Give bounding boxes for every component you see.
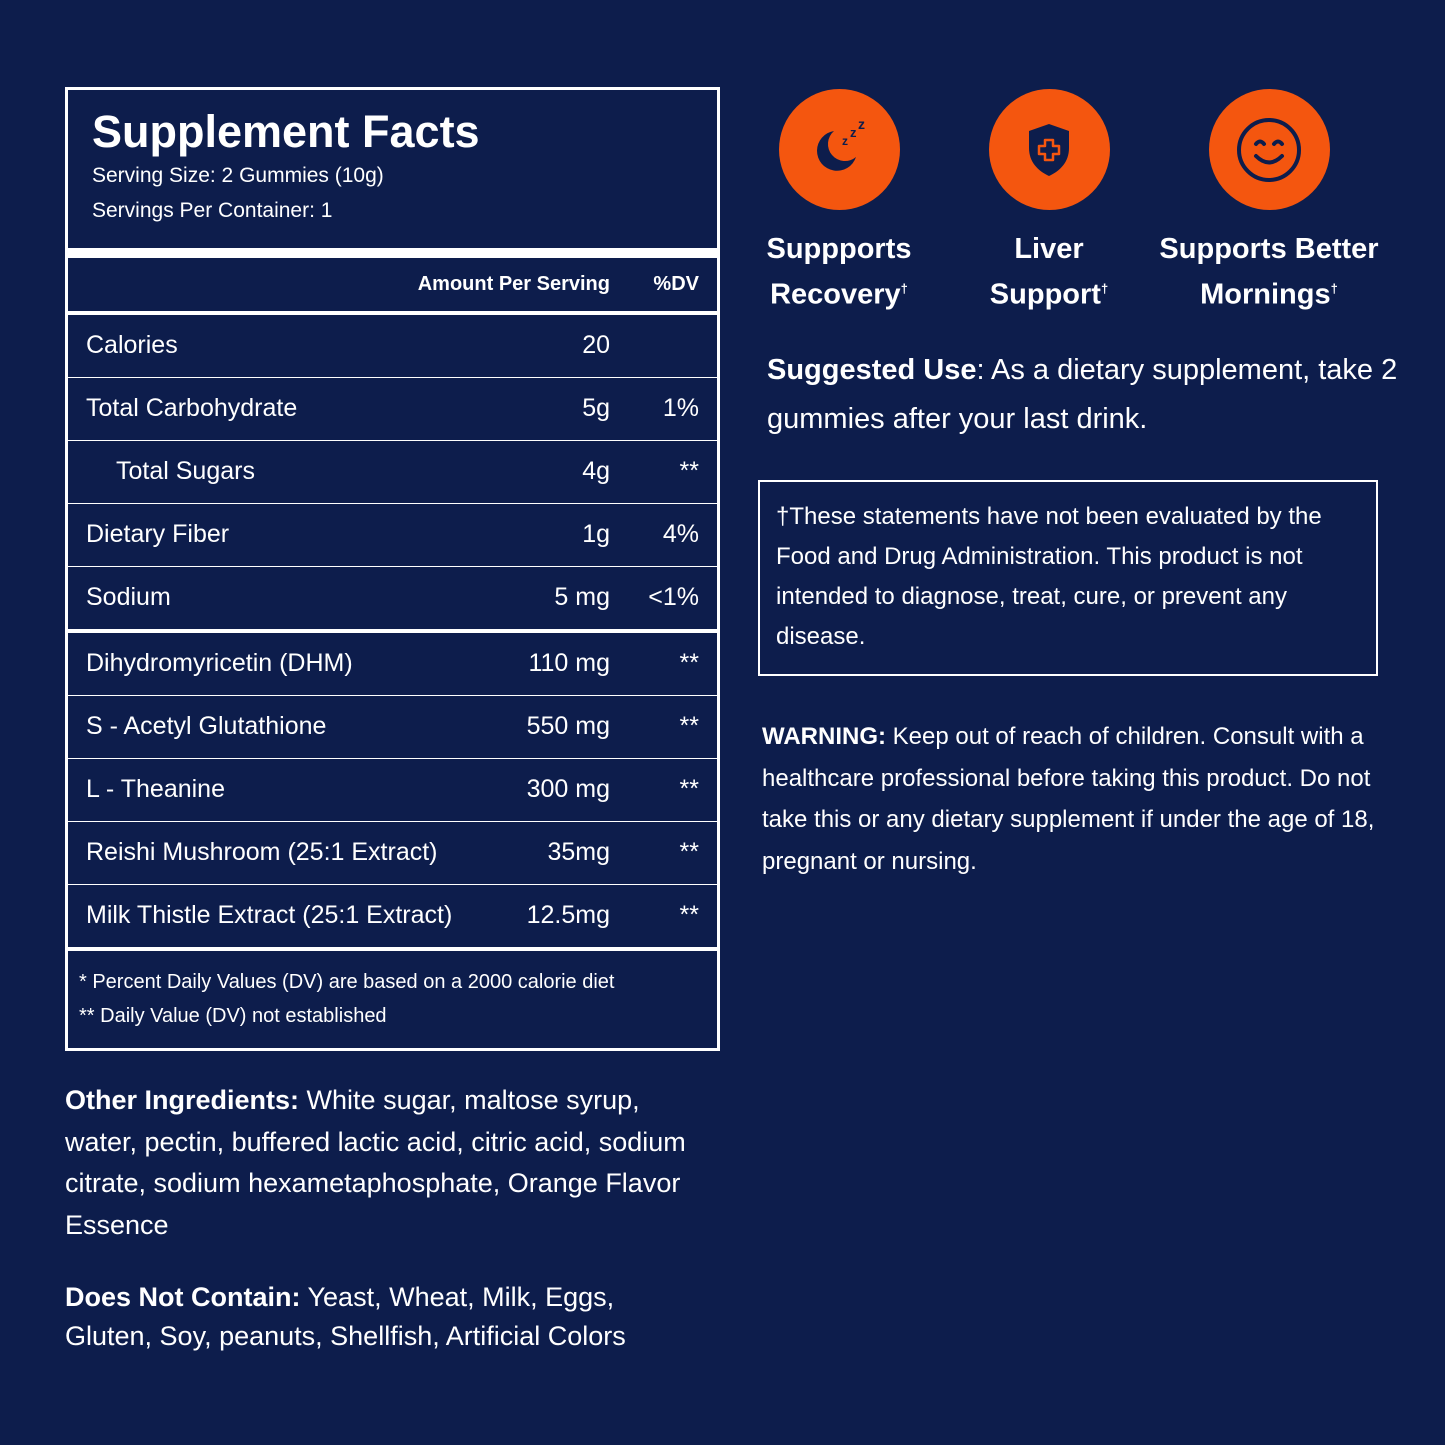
nutrient-amount: 20 [582,331,610,359]
ingredient-amount: 300 mg [526,775,610,803]
benefit-label-line: Mornings [1200,278,1331,311]
divider [68,377,717,378]
nutrient-name: Sodium [86,583,171,611]
ingredient-amount: 12.5mg [526,901,610,929]
benefit-label: Liver Support† [929,230,1169,315]
table-row: Dietary Fiber 1g 4% [68,504,717,566]
other-ingredients: Other Ingredients: White sugar, maltose … [65,1080,705,1246]
table-row: Calories 20 [68,315,717,377]
table-row: Total Carbohydrate 5g 1% [68,378,717,440]
nutrient-dv: <1% [648,583,699,611]
ingredient-dv: ** [679,712,699,740]
footnote: * Percent Daily Values (DV) are based on… [79,971,615,993]
ingredient-dv: ** [679,838,699,866]
nutrient-name: Dietary Fiber [86,520,230,548]
divider [68,440,717,441]
ingredient-dv: ** [679,775,699,803]
benefit-label-line: Supports Better [1159,233,1379,265]
percent-dv-header: %DV [653,273,699,295]
divider [68,311,717,315]
amount-per-serving-header: Amount Per Serving [417,273,610,295]
does-not-contain: Does Not Contain: Yeast, Wheat, Milk, Eg… [65,1278,705,1356]
benefit-label-line: Recovery [770,278,901,311]
nutrient-dv: 1% [662,394,699,422]
other-ingredients-text: White sugar, maltose syrup, water, pecti… [65,1085,686,1240]
ingredient-name: S - Acetyl Glutathione [86,712,327,740]
benefit-label-line: Suppports [766,233,912,265]
divider [68,947,717,951]
column-header: Amount Per Serving %DV [68,258,717,311]
warning: WARNING: Keep out of reach of children. … [762,716,1402,882]
benefit-label-line: Support [989,278,1101,311]
nutrient-dv: ** [679,457,699,485]
fda-disclaimer: †These statements have not been evaluate… [758,480,1378,676]
nutrient-name: Total Sugars [116,457,255,485]
servings-per-container: Servings Per Container: 1 [92,199,333,222]
table-row: Sodium 5 mg <1% [68,567,717,629]
shield-cross-icon [988,89,1110,210]
divider [68,566,717,567]
nutrient-dv: 4% [662,520,699,548]
warning-text: Keep out of reach of children. Consult w… [762,723,1375,875]
table-row: Milk Thistle Extract (25:1 Extract) 12.5… [68,885,717,947]
facts-footnotes: * Percent Daily Values (DV) are based on… [68,951,717,1033]
svg-text:z: z [858,116,865,132]
divider [68,503,717,504]
ingredient-amount: 110 mg [528,649,610,677]
divider [68,248,717,258]
nutrient-name: Total Carbohydrate [86,394,298,422]
ingredient-name: Dihydromyricetin (DHM) [86,649,353,677]
ingredient-amount: 35mg [547,838,610,866]
nutrient-amount: 5g [582,394,610,422]
ingredient-name: Reishi Mushroom (25:1 Extract) [86,838,438,866]
divider [68,821,717,822]
nutrient-amount: 5 mg [554,583,610,611]
table-row: Total Sugars 4g ** [68,441,717,503]
does-not-contain-label: Does Not Contain: [65,1282,301,1312]
divider [68,629,717,633]
benefit-liver: Liver Support† [929,89,1169,315]
table-row: L - Theanine 300 mg ** [68,759,717,821]
dagger-mark: † [900,281,908,296]
warning-label: WARNING: [762,723,886,750]
nutrient-amount: 4g [582,457,610,485]
table-row: S - Acetyl Glutathione 550 mg ** [68,696,717,758]
benefit-mornings: Supports Better Mornings† [1149,89,1389,315]
serving-size: Serving Size: 2 Gummies (10g) [92,164,384,187]
benefit-label: Suppports Recovery† [719,230,959,315]
nutrient-amount: 1g [582,520,610,548]
ingredient-amount: 550 mg [526,712,610,740]
suggested-use: Suggested Use: As a dietary supplement, … [767,346,1407,444]
supplement-facts-panel: Supplement Facts Serving Size: 2 Gummies… [65,87,720,1051]
suggested-use-separator: : [976,354,992,386]
facts-title: Supplement Facts [92,106,480,157]
suggested-use-text: As a dietary supplement, take 2 gummies … [767,354,1398,435]
benefit-label-line: Liver [1014,233,1084,265]
divider [68,695,717,696]
ingredient-name: L - Theanine [86,775,225,803]
nutrient-name: Calories [86,331,178,359]
ingredient-dv: ** [679,901,699,929]
svg-text:z: z [842,134,848,148]
moon-sleep-icon: z z z [778,89,900,210]
divider [68,884,717,885]
table-row: Reishi Mushroom (25:1 Extract) 35mg ** [68,822,717,884]
divider [68,758,717,759]
svg-text:z: z [850,125,857,140]
dagger-mark: † [1100,281,1109,296]
smiley-icon [1208,89,1330,210]
dagger-mark: † [1330,281,1338,296]
ingredient-dv: ** [679,649,699,677]
benefit-label: Supports Better Mornings† [1149,230,1389,315]
suggested-use-label: Suggested Use [767,354,977,386]
ingredient-name: Milk Thistle Extract (25:1 Extract) [86,901,453,929]
other-ingredients-label: Other Ingredients: [65,1085,300,1115]
footnote: ** Daily Value (DV) not established [79,1005,387,1027]
does-not-contain-text: Yeast, Wheat, Milk, Eggs, Gluten, Soy, p… [65,1282,626,1351]
facts-header: Supplement Facts Serving Size: 2 Gummies… [68,90,717,248]
table-row: Dihydromyricetin (DHM) 110 mg ** [68,633,717,695]
benefit-recovery: z z z Suppports Recovery† [719,89,959,315]
